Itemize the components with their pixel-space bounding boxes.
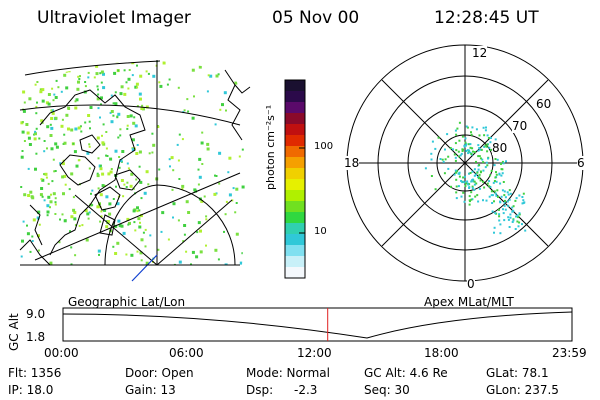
timeline-xtick-3: 18:00 bbox=[424, 346, 459, 360]
ip-value: IP: 18.0 bbox=[8, 383, 54, 397]
door-status: Door: Open bbox=[125, 366, 194, 380]
colorbar-tick-10: 10 bbox=[314, 226, 327, 237]
polar-plot bbox=[346, 44, 584, 282]
timeline-ytick-top: 9.0 bbox=[26, 307, 46, 321]
mlt-label-6: 6 bbox=[577, 156, 585, 170]
mlt-label-12: 12 bbox=[472, 46, 488, 60]
altitude-timeline bbox=[62, 307, 573, 342]
gc-alt-value: GC Alt: 4.6 Re bbox=[364, 366, 448, 380]
colorbar-title: photon cm⁻²s⁻¹ bbox=[264, 104, 277, 190]
mlt-line-diag-2 bbox=[381, 79, 549, 247]
date-label: 05 Nov 00 bbox=[272, 8, 360, 28]
instrument-title: Ultraviolet Imager bbox=[37, 8, 191, 28]
timeline-xtick-0: 00:00 bbox=[44, 346, 79, 360]
flight-number: Flt: 1356 bbox=[8, 366, 62, 380]
lat-label-80: 80 bbox=[492, 141, 508, 155]
geographic-latitude: GLat: 78.1 bbox=[486, 366, 549, 380]
sequence-value: Seq: 30 bbox=[364, 383, 410, 397]
lat-label-70: 70 bbox=[512, 119, 528, 133]
intensity-colorbar bbox=[284, 79, 306, 279]
timeline-xtick-4: 23:59 bbox=[552, 346, 587, 360]
time-label: 12:28:45 UT bbox=[434, 8, 539, 28]
lat-label-60: 60 bbox=[536, 97, 552, 111]
geographic-longitude: GLon: 237.5 bbox=[486, 383, 559, 397]
colorbar-tick-100: 100 bbox=[314, 141, 334, 152]
dsp-value: -2.3 bbox=[294, 383, 318, 397]
coastline-outline bbox=[19, 69, 251, 266]
altitude-curve bbox=[62, 311, 573, 339]
mode-status: Mode: Normal bbox=[246, 366, 330, 380]
mlt-label-0: 0 bbox=[467, 277, 475, 291]
mlt-label-18: 18 bbox=[344, 156, 360, 170]
right-panel-label: Apex MLat/MLT bbox=[424, 295, 514, 309]
timeline-ylabel: GC Alt bbox=[7, 313, 21, 351]
timeline-ytick-bottom: 1.8 bbox=[26, 330, 46, 344]
left-panel-label: Geographic Lat/Lon bbox=[68, 295, 186, 309]
dsp-label: Dsp: bbox=[246, 383, 274, 397]
geographic-grid bbox=[19, 60, 241, 266]
highlight-meridian bbox=[131, 254, 158, 282]
geographic-image-panel bbox=[19, 60, 251, 282]
timeline-xtick-2: 12:00 bbox=[297, 346, 332, 360]
gain-value: Gain: 13 bbox=[125, 383, 176, 397]
timeline-xtick-1: 06:00 bbox=[169, 346, 204, 360]
